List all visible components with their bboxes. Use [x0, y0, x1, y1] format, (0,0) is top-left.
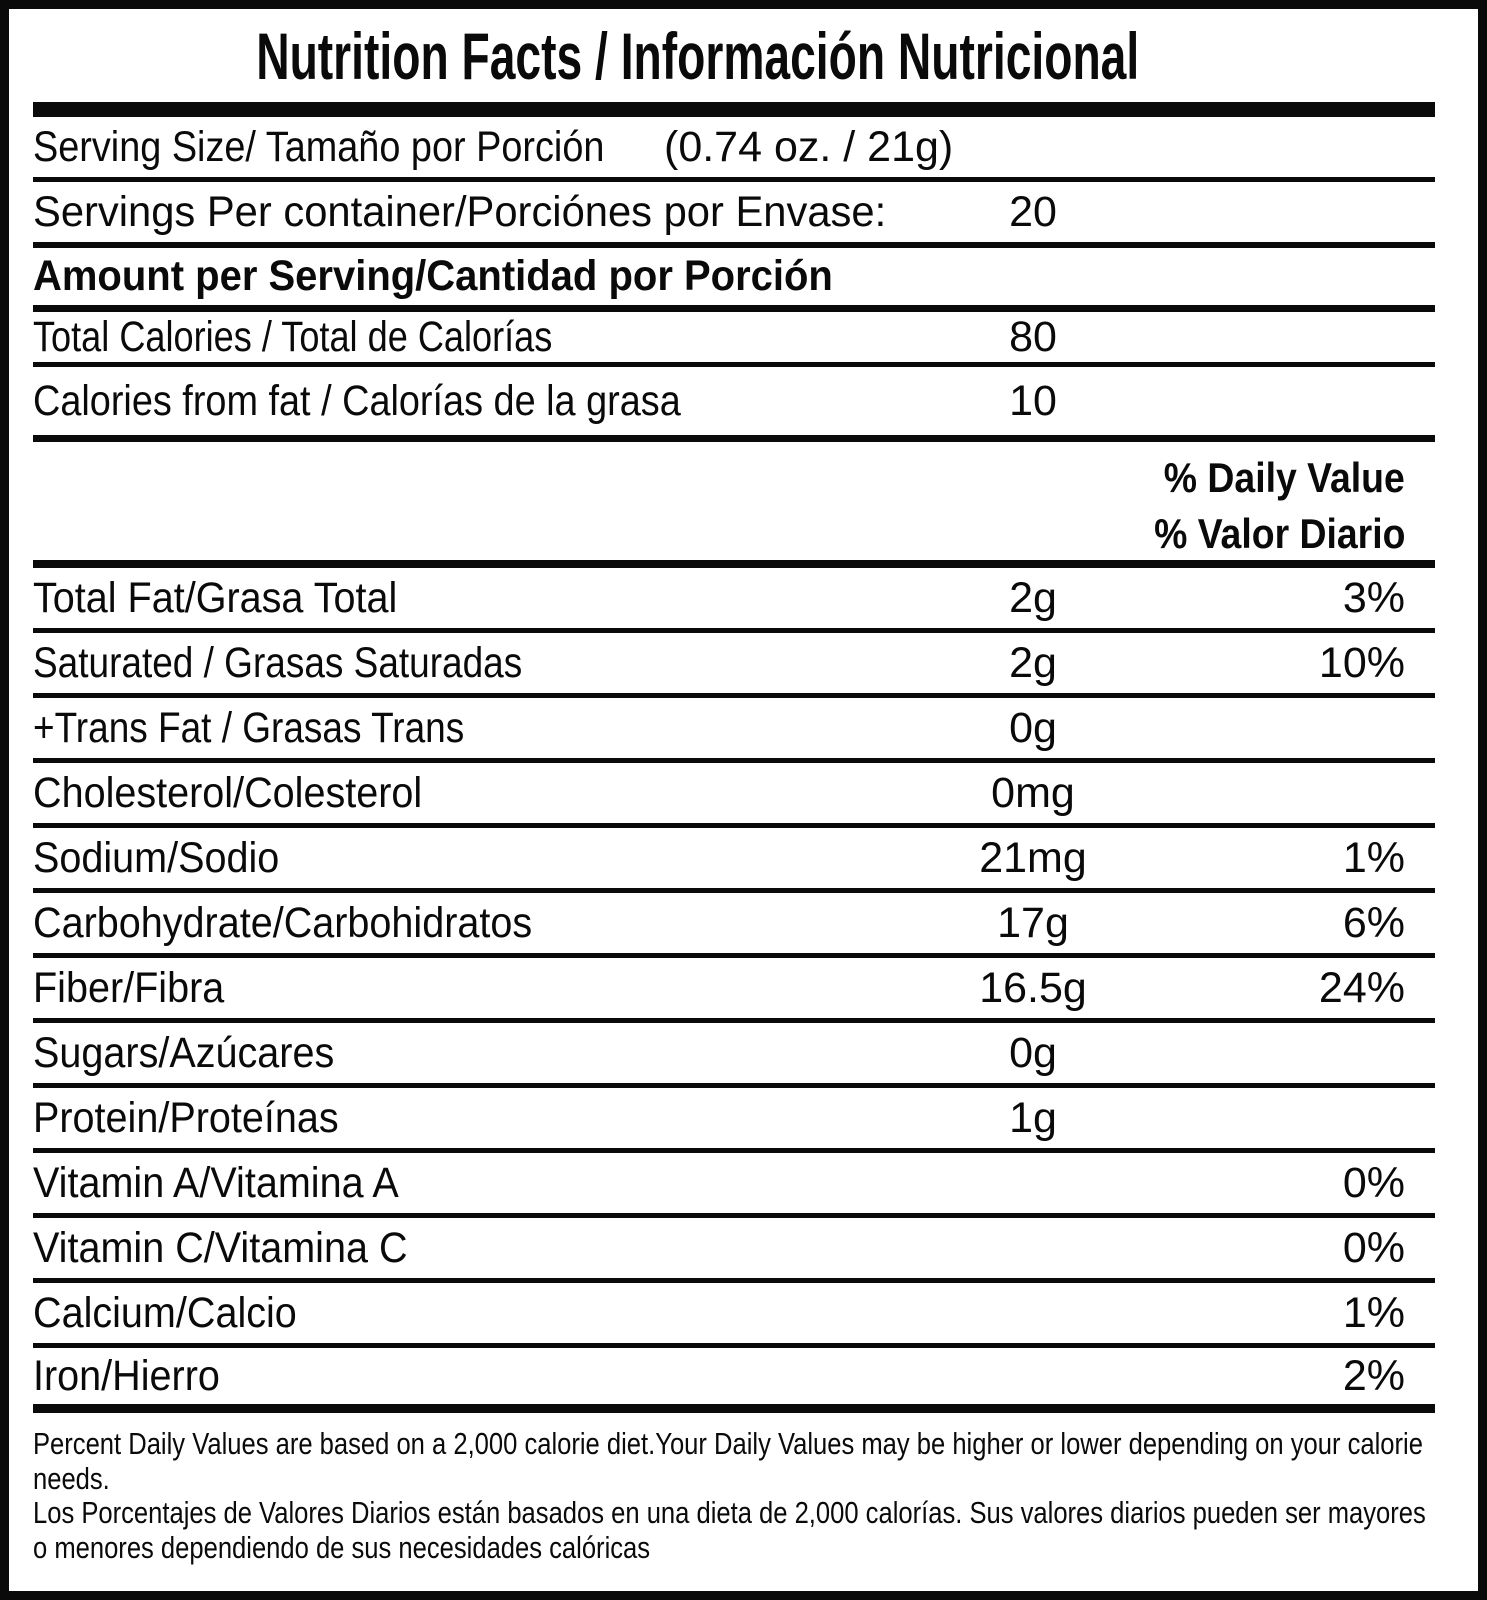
nutrient-row-trans-fat: +Trans Fat / Grasas Trans 0g [33, 698, 1435, 763]
nutrient-row-saturated-fat: Saturated / Grasas Saturadas 2g 10% [33, 633, 1435, 698]
nutrient-label: Vitamin C/Vitamina C [33, 1223, 408, 1272]
nutrient-label: Fiber/Fibra [33, 963, 225, 1012]
total-calories-row: Total Calories / Total de Calorías 80 [33, 312, 1435, 367]
nutrient-row-protein: Protein/Proteínas 1g [33, 1088, 1435, 1153]
nutrient-label: Total Fat/Grasa Total [33, 573, 398, 622]
nutrient-amount: 0g [1009, 1028, 1057, 1077]
servings-per-container-row: Servings Per container/Porciónes por Env… [33, 182, 1435, 248]
nutrient-label: Cholesterol/Colesterol [33, 768, 423, 817]
serving-size-row: Serving Size/ Tamaño por Porción (0.74 o… [33, 117, 1435, 182]
nutrient-daily-value: 0% [1342, 1158, 1405, 1207]
header-divider-bar [33, 102, 1435, 117]
footnote-spanish: Los Porcentajes de Valores Diarios están… [33, 1495, 1426, 1565]
nutrient-daily-value: 3% [1342, 573, 1405, 622]
total-calories-label: Total Calories / Total de Calorías [33, 312, 553, 361]
nutrient-row-vitamin-c: Vitamin C/Vitamina C 0% [33, 1218, 1435, 1283]
nutrient-label: Vitamin A/Vitamina A [33, 1158, 399, 1207]
nutrient-label: Calcium/Calcio [33, 1288, 297, 1337]
nutrient-amount: 0mg [991, 768, 1075, 817]
nutrient-amount: 2g [1009, 638, 1057, 687]
nutrient-row-vitamin-a: Vitamin A/Vitamina A 0% [33, 1153, 1435, 1218]
nutrient-daily-value: 0% [1342, 1223, 1405, 1272]
nutrient-amount: 17g [997, 898, 1069, 947]
nutrient-label: Sodium/Sodio [33, 833, 280, 882]
calories-from-fat-row: Calories from fat / Calorías de la grasa… [33, 367, 1435, 442]
nutrient-daily-value: 1% [1342, 833, 1405, 882]
daily-value-header: % Daily Value % Valor Diario [33, 442, 1435, 568]
nutrient-amount: 1g [1009, 1093, 1057, 1142]
nutrient-amount: 0g [1009, 703, 1057, 752]
nutrient-label: +Trans Fat / Grasas Trans [33, 703, 465, 752]
nutrient-label: Protein/Proteínas [33, 1093, 339, 1142]
amount-per-serving-label: Amount per Serving/Cantidad por Porción [33, 252, 833, 300]
nutrient-row-fiber: Fiber/Fibra 16.5g 24% [33, 958, 1435, 1023]
calories-from-fat-value: 10 [1009, 376, 1057, 425]
nutrient-row-sugars: Sugars/Azúcares 0g [33, 1023, 1435, 1088]
nutrient-amount: 16.5g [979, 963, 1087, 1012]
footnote-section: Percent Daily Values are based on a 2,00… [33, 1413, 1435, 1591]
daily-value-header-en: % Daily Value [1163, 454, 1405, 501]
serving-size-label: Serving Size/ Tamaño por Porción [33, 122, 605, 171]
total-calories-value: 80 [1009, 312, 1057, 361]
calories-from-fat-label: Calories from fat / Calorías de la grasa [33, 376, 681, 425]
label-title: Nutrition Facts / Información Nutriciona… [256, 18, 1140, 93]
serving-size-value: (0.74 oz. / 21g) [664, 122, 954, 171]
label-header: Nutrition Facts / Información Nutriciona… [33, 9, 1435, 102]
nutrient-label: Carbohydrate/Carbohidratos [33, 898, 533, 947]
nutrient-label: Iron/Hierro [33, 1351, 220, 1400]
nutrient-daily-value: 2% [1342, 1351, 1405, 1400]
footnote-english: Percent Daily Values are based on a 2,00… [33, 1426, 1423, 1496]
nutrient-row-calcium: Calcium/Calcio 1% [33, 1283, 1435, 1348]
nutrient-row-carbohydrate: Carbohydrate/Carbohidratos 17g 6% [33, 893, 1435, 958]
daily-value-header-es: % Valor Diario [1153, 510, 1405, 557]
nutrient-row-iron: Iron/Hierro 2% [33, 1348, 1435, 1413]
nutrient-row-sodium: Sodium/Sodio 21mg 1% [33, 828, 1435, 893]
amount-per-serving-row: Amount per Serving/Cantidad por Porción [33, 248, 1435, 312]
nutrient-amount: 21mg [979, 833, 1087, 882]
nutrient-amount: 2g [1009, 573, 1057, 622]
nutrient-row-cholesterol: Cholesterol/Colesterol 0mg [33, 763, 1435, 828]
nutrient-daily-value: 10% [1318, 638, 1405, 687]
nutrient-daily-value: 1% [1342, 1288, 1405, 1337]
nutrient-row-total-fat: Total Fat/Grasa Total 2g 3% [33, 568, 1435, 633]
nutrient-label: Sugars/Azúcares [33, 1028, 335, 1077]
nutrient-daily-value: 6% [1342, 898, 1405, 947]
nutrient-daily-value: 24% [1318, 963, 1405, 1012]
servings-per-container-value: 20 [1009, 187, 1057, 236]
servings-per-container-label: Servings Per container/Porciónes por Env… [33, 187, 887, 236]
nutrient-label: Saturated / Grasas Saturadas [33, 638, 523, 687]
